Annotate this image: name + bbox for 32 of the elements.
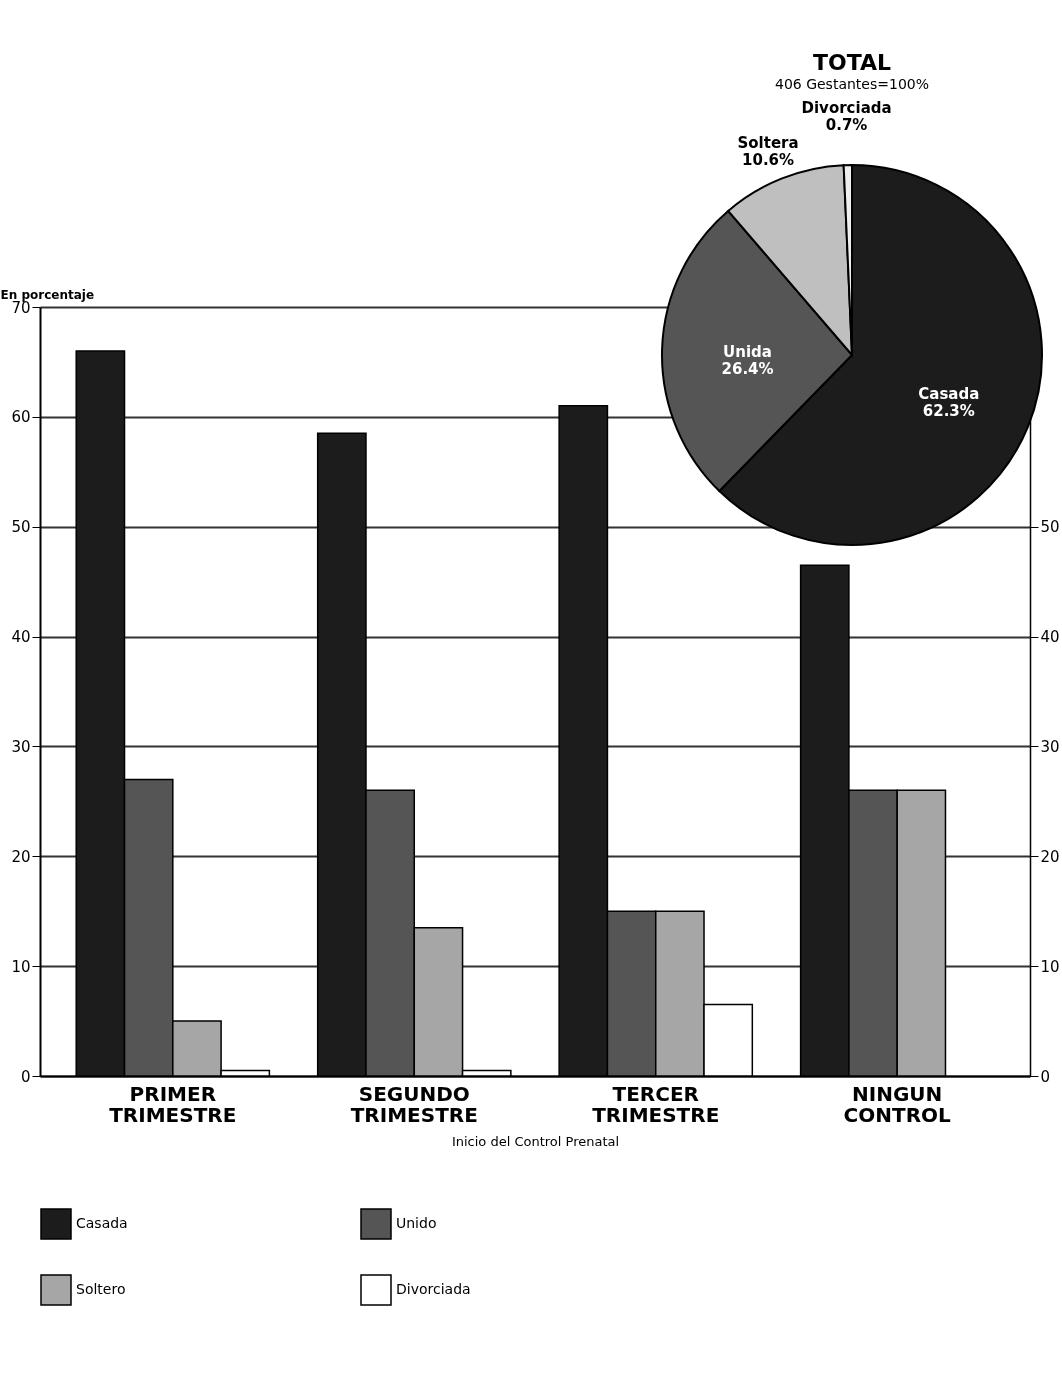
y-tick-label: 30 — [11, 737, 31, 756]
data-label: 62.3% — [922, 402, 975, 421]
y-tick-label: 50 — [11, 518, 31, 537]
y-tick-label: 10 — [11, 957, 31, 976]
y2-tick-label: 10 — [1040, 957, 1060, 976]
slice-label: Soltera — [737, 134, 799, 153]
chart-title: TOTAL — [812, 50, 892, 76]
data-label: 0.7% — [825, 116, 868, 135]
y2-tick-label: 40 — [1040, 628, 1060, 647]
x-tick-label: TERCER TRIMESTRE — [592, 1081, 720, 1127]
legend-label: Casada — [76, 1215, 128, 1231]
slice-label: Casada — [918, 385, 980, 404]
y-tick-label: 40 — [11, 628, 31, 647]
legend-label: Soltero — [76, 1281, 126, 1297]
data-label: 26.4% — [721, 359, 774, 378]
legend-label: Divorciada — [396, 1281, 471, 1297]
y-tick-label: 60 — [11, 408, 31, 427]
x-tick-label: SEGUNDO TRIMESTRE — [350, 1081, 478, 1127]
x-tick-label: NINGUN CONTROL — [843, 1081, 952, 1127]
y-tick-label: 0 — [20, 1067, 31, 1086]
x-tick-label: PRIMER TRIMESTRE — [109, 1081, 237, 1127]
x-axis-title: Inicio del Control Prenatal — [451, 1133, 620, 1149]
y2-tick-label: 30 — [1040, 737, 1060, 756]
slice-label: Divorciada — [801, 99, 892, 118]
y2-tick-label: 20 — [1040, 847, 1060, 866]
data-label: 10.6% — [742, 151, 795, 170]
y-tick-label: 20 — [11, 847, 31, 866]
slice-label: Unida — [723, 342, 772, 361]
legend-label: Unido — [396, 1215, 437, 1231]
y2-tick-label: 0 — [1040, 1067, 1051, 1086]
y2-tick-label: 50 — [1040, 518, 1060, 537]
chart-subtitle: 406 Gestantes=100% — [774, 76, 930, 93]
